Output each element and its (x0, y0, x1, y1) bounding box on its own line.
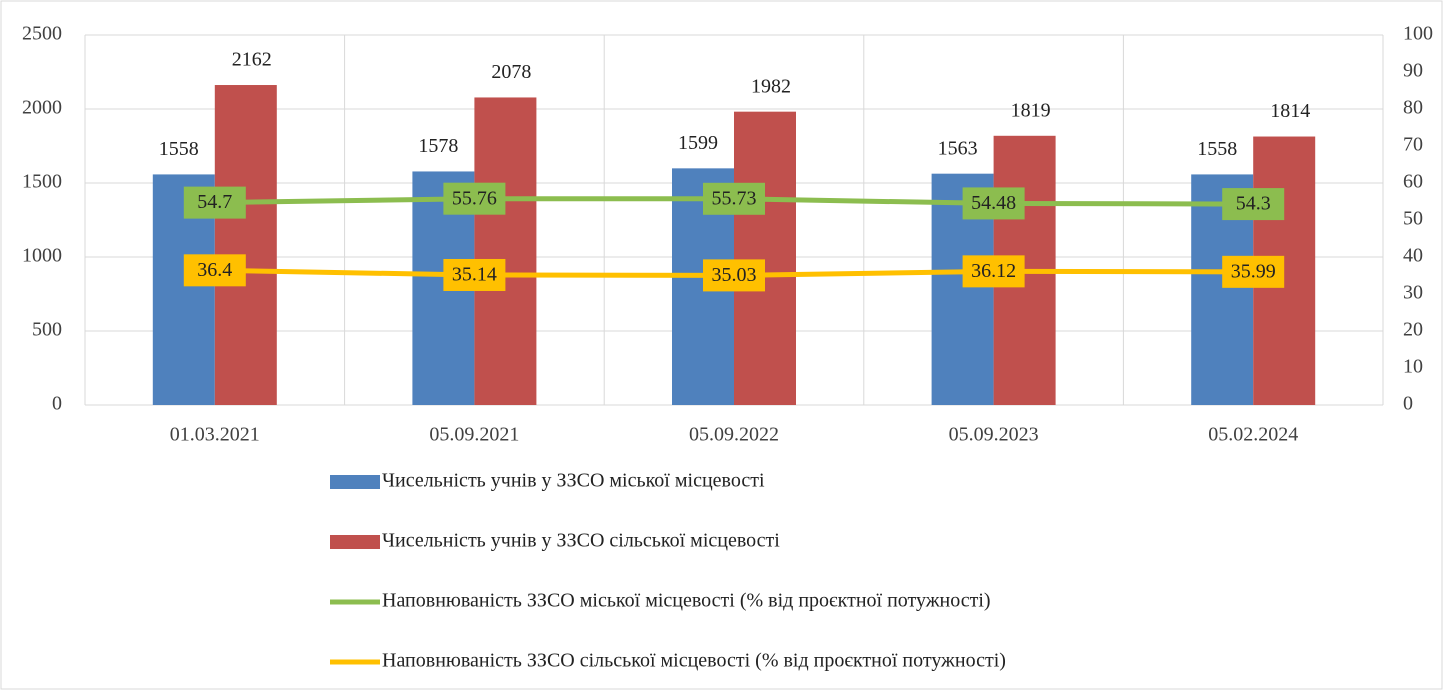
legend-label: Наповнюваність ЗЗСО сільської місцевості… (382, 650, 1006, 672)
line-value-label: 35.14 (452, 264, 497, 286)
legend-label: Наповнюваність ЗЗСО міської місцевості (… (382, 590, 991, 612)
x-tick-label: 05.09.2022 (689, 424, 779, 446)
y2-tick-label: 100 (1403, 23, 1433, 45)
bar-value-label: 1578 (418, 135, 458, 157)
y-tick-label: 0 (52, 393, 62, 415)
line-value-label: 35.99 (1231, 260, 1276, 282)
bar-value-label: 1563 (938, 137, 978, 159)
line-value-label: 54.48 (971, 192, 1016, 214)
y-tick-label: 1000 (22, 245, 62, 267)
bar-value-label: 1599 (678, 132, 718, 154)
y2-tick-label: 10 (1403, 356, 1423, 378)
y-tick-label: 500 (32, 319, 62, 341)
line-label-box (703, 259, 765, 292)
y2-tick-label: 50 (1403, 208, 1423, 230)
y2-tick-label: 30 (1403, 282, 1423, 304)
y2-tick-label: 80 (1403, 97, 1423, 119)
y2-tick-label: 70 (1403, 134, 1423, 156)
line-value-label: 35.03 (712, 264, 757, 286)
y2-tick-label: 40 (1403, 245, 1423, 267)
x-tick-label: 01.03.2021 (170, 424, 260, 446)
bar-value-label: 2162 (232, 49, 272, 71)
y-tick-label: 2000 (22, 97, 62, 119)
y2-tick-label: 60 (1403, 171, 1423, 193)
y2-tick-label: 20 (1403, 319, 1423, 341)
legend-label: Чисельність учнів у ЗЗСО міської місцево… (382, 470, 765, 492)
line-label-box (1222, 188, 1285, 221)
line-value-label: 55.73 (712, 187, 757, 209)
line-label-box (443, 182, 506, 215)
bar-value-label: 1819 (1011, 99, 1051, 121)
line-label-box (703, 182, 765, 215)
x-tick-label: 05.09.2023 (949, 424, 1039, 446)
legend-label: Чисельність учнів у ЗЗСО сільської місце… (382, 530, 780, 552)
y-tick-label: 2500 (22, 23, 62, 45)
bar-value-label: 1558 (1197, 138, 1237, 160)
line-value-label: 55.76 (452, 187, 497, 209)
x-tick-label: 05.09.2021 (429, 424, 519, 446)
line-value-label: 36.4 (197, 259, 232, 281)
y-tick-label: 1500 (22, 171, 62, 193)
line-label-box (962, 187, 1025, 220)
legend-swatch (330, 475, 380, 489)
line-value-label: 54.3 (1236, 193, 1271, 215)
bar (214, 85, 277, 406)
line-value-label: 36.12 (971, 260, 1016, 282)
line-value-label: 54.7 (197, 191, 232, 213)
line-label-box (1222, 255, 1285, 288)
y2-tick-label: 90 (1403, 60, 1423, 82)
line-label-box (443, 258, 506, 291)
y2-tick-label: 0 (1403, 393, 1413, 415)
line-label-box (962, 255, 1025, 288)
line-label-box (183, 254, 246, 287)
bar-value-label: 1814 (1270, 100, 1310, 122)
bar-value-label: 2078 (491, 61, 531, 83)
line-label-box (183, 186, 246, 219)
legend-swatch (330, 535, 380, 549)
bar (734, 111, 796, 405)
bar-value-label: 1982 (751, 75, 791, 97)
x-tick-label: 05.02.2024 (1208, 424, 1298, 446)
bar (474, 97, 537, 406)
bar-value-label: 1558 (159, 138, 199, 160)
